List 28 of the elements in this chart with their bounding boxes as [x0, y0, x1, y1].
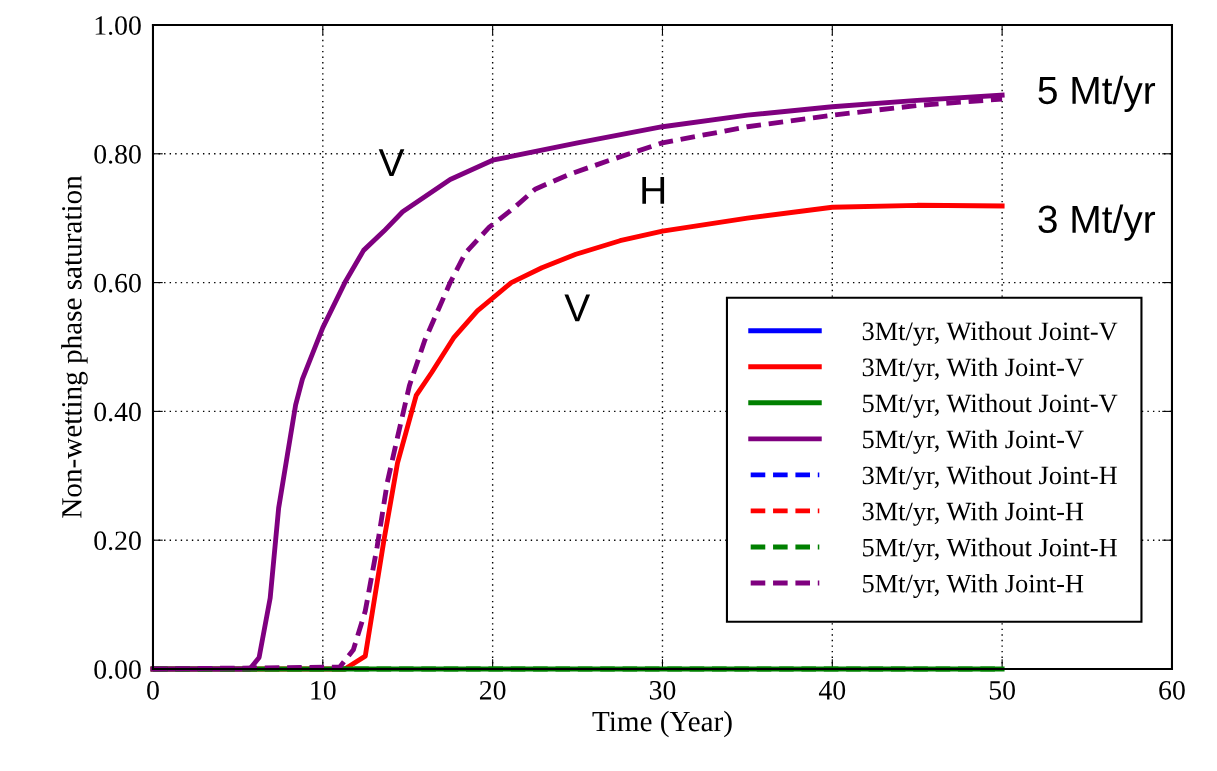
- x-tick-label: 60: [1159, 680, 1185, 700]
- y-tick-label: 0.20: [94, 531, 141, 551]
- x-tick-label: 40: [818, 680, 846, 700]
- annotation: 5 Mt/yr: [1038, 75, 1156, 112]
- y-tick-label: 0.80: [94, 144, 141, 164]
- y-tick-label: 1.00: [95, 16, 141, 36]
- x-tick-label: 50: [989, 680, 1015, 700]
- legend-label: 3Mt/yr, With Joint-V: [862, 357, 1084, 382]
- y-axis-title: Non-wetting phase saturation: [61, 175, 88, 518]
- x-tick-label: 20: [479, 680, 506, 700]
- annotation: 3 Mt/yr: [1038, 204, 1156, 241]
- x-tick-label: 10: [311, 680, 336, 700]
- annotation: V: [378, 149, 405, 176]
- legend-label: 3Mt/yr, With Joint-H: [862, 501, 1084, 526]
- y-tick-label: 0.60: [94, 273, 141, 293]
- x-axis-title: Time (Year): [592, 710, 732, 738]
- y-tick-label: 0.40: [94, 402, 141, 422]
- legend-label: 5Mt/yr, With Joint-H: [863, 573, 1084, 598]
- y-tick-label: 0.00: [94, 660, 141, 680]
- x-tick-label: 30: [649, 680, 676, 700]
- legend-label: 5Mt/yr, Without Joint-H: [863, 537, 1117, 562]
- legend-label: 3Mt/yr, Without Joint-H: [862, 465, 1117, 490]
- legend-label: 5Mt/yr, Without Joint-V: [863, 393, 1118, 418]
- x-tick-label: 0: [147, 680, 159, 700]
- annotation: H: [642, 176, 665, 204]
- annotation: V: [564, 294, 591, 322]
- legend-label: 3Mt/yr, Without Joint-V: [862, 321, 1118, 346]
- legend-label: 5Mt/yr, With Joint-V: [863, 429, 1084, 454]
